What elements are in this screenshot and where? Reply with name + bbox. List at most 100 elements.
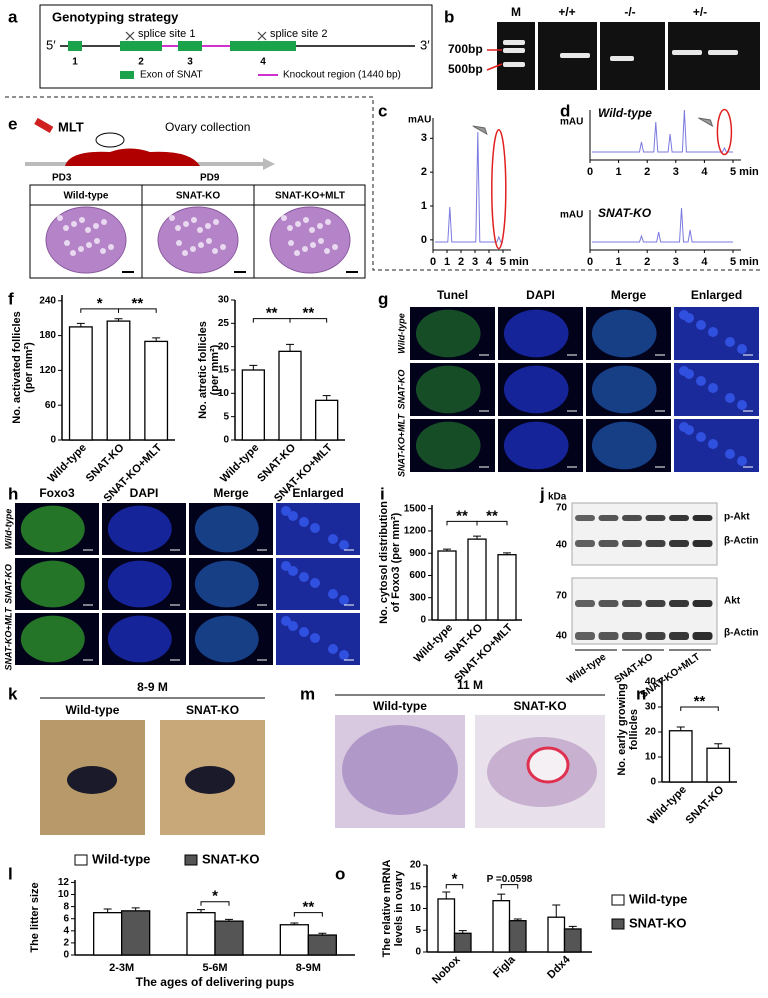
blot-band: [692, 515, 713, 521]
label: +/+: [558, 5, 575, 19]
x-tick-label: 0: [587, 166, 593, 178]
y-tick-label: 5: [415, 925, 421, 936]
chart-title: SNAT-KO: [598, 206, 652, 220]
y-tick-label: 15: [410, 881, 422, 892]
column-header: SNAT-KO: [513, 699, 566, 713]
x-tick-label: 0: [587, 256, 593, 268]
ovary-stain: [20, 505, 85, 553]
bar: [497, 554, 517, 621]
nucleus: [288, 566, 298, 576]
ovary-stain: [194, 615, 259, 663]
panel-label: j: [539, 484, 545, 503]
label: 700bp: [448, 42, 483, 56]
label: 3: [187, 57, 193, 68]
x-tick-label: 2: [458, 256, 464, 268]
row-label: SNAT-KO: [3, 564, 13, 604]
nucleus: [725, 337, 735, 347]
significance: **: [131, 295, 143, 312]
nucleus: [708, 327, 718, 337]
significance: **: [266, 305, 278, 322]
y-axis-label: No. cytosol distribution: [378, 501, 390, 624]
exon: [178, 41, 202, 51]
significance: *: [452, 871, 458, 888]
follicle: [287, 225, 293, 231]
blot-band: [645, 632, 666, 640]
y-tick-label: 120: [39, 365, 56, 376]
nucleus: [281, 616, 291, 626]
x-tick-label: Wild-type: [46, 442, 89, 485]
ovary-stain: [107, 560, 172, 608]
ovary-stain: [503, 421, 569, 470]
y-tick-label: 1: [421, 200, 427, 212]
follicle: [100, 248, 106, 254]
follicle: [169, 215, 175, 221]
bar: [93, 912, 123, 956]
nucleus: [288, 621, 298, 631]
blot-band: [692, 600, 713, 607]
y-tick-label: 3: [421, 132, 427, 144]
significance: **: [694, 693, 706, 710]
y-tick-label: 12: [58, 877, 70, 888]
error-bar: [568, 925, 577, 929]
follicle: [71, 221, 77, 227]
arrowhead: [263, 158, 275, 170]
nucleus: [310, 633, 320, 643]
highlight: [716, 108, 733, 156]
label: 11 M: [457, 678, 483, 692]
gel-gap: [665, 22, 668, 90]
label: PD9: [200, 173, 220, 184]
follicle: [70, 250, 76, 256]
x-tick-label: SNAT-KO: [684, 783, 727, 826]
ovary-section: [342, 725, 458, 815]
column-header: Enlarged: [691, 288, 742, 302]
column-header: SNAT-KO: [176, 191, 220, 202]
nucleus: [696, 320, 706, 330]
significance: **: [486, 507, 498, 524]
label: PD3: [52, 173, 72, 184]
nucleus: [684, 425, 694, 435]
chart-title: Wild-type: [598, 106, 652, 120]
follicle: [78, 246, 84, 252]
blot-band: [575, 632, 595, 640]
error-bar: [552, 904, 561, 918]
nucleus: [328, 644, 338, 654]
x-tick-label: Ddx4: [545, 953, 573, 981]
legend-swatch: [611, 918, 625, 930]
bar: [214, 920, 244, 956]
legend-label: SNAT-KO: [202, 851, 260, 866]
blot-band: [669, 540, 689, 547]
label: +/-: [693, 5, 707, 19]
label: 500bp: [448, 62, 483, 76]
ovary-stain: [107, 505, 172, 553]
y-tick-label: 4: [63, 925, 69, 936]
significance: **: [302, 305, 314, 322]
bar: [307, 934, 337, 956]
x-tick-label: 3: [673, 166, 679, 178]
error-bar: [76, 322, 85, 327]
column-header: Foxo3: [39, 486, 75, 500]
x-tick-label: 2: [644, 256, 650, 268]
y-tick-label: 20: [645, 727, 657, 738]
error-bar: [497, 893, 506, 901]
follicle: [213, 219, 219, 225]
x-tick-label: 0: [430, 256, 436, 268]
error-bar: [114, 318, 123, 322]
x-tick-label: 3: [472, 256, 478, 268]
gel-gap: [535, 22, 538, 90]
follicle: [190, 246, 196, 252]
nucleus: [684, 313, 694, 323]
y-axis-label: of Foxo3 (per mm²): [390, 512, 402, 612]
y-axis-label: mAU: [560, 210, 583, 221]
label: splice site 2: [270, 28, 327, 40]
blot-band: [669, 600, 689, 607]
blot-band: [645, 600, 666, 607]
panel-label: k: [8, 684, 18, 703]
arrow: [698, 117, 714, 128]
x-tick-label: 8-9M: [296, 962, 321, 974]
bar: [508, 920, 527, 953]
pups: [185, 766, 235, 794]
error-bar: [473, 535, 481, 540]
panel-label: h: [8, 484, 18, 503]
band-label: β-Actin: [724, 536, 758, 547]
y-tick-label: 0: [63, 950, 69, 961]
